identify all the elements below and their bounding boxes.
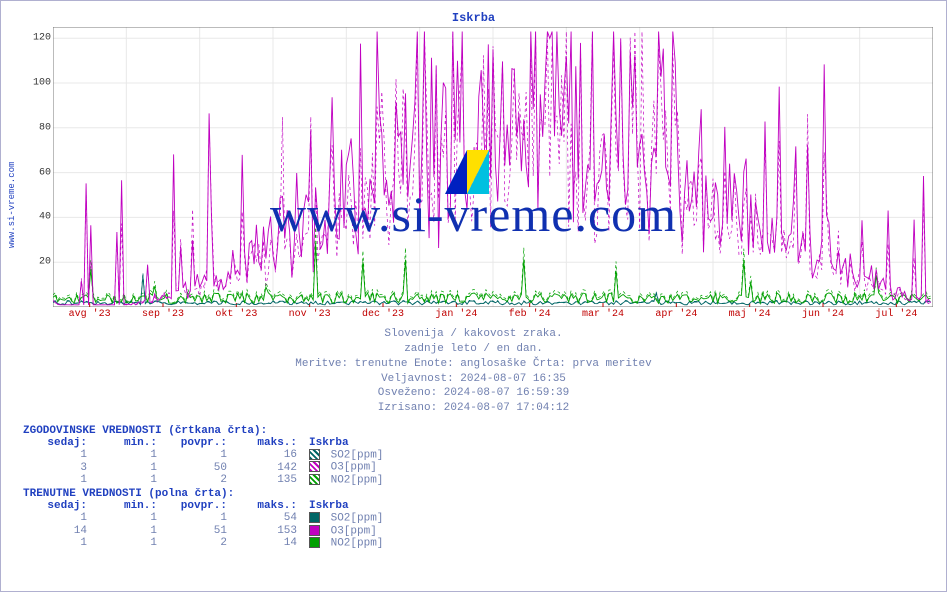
cell-povpr: 1 bbox=[163, 512, 233, 524]
cell-povpr: 2 bbox=[163, 537, 233, 549]
table-row: 3150142 O3[ppm] bbox=[23, 461, 389, 473]
legend-label: SO2[ppm] bbox=[324, 449, 383, 461]
table-row: 112135 NO2[ppm] bbox=[23, 474, 389, 486]
legend-cell: SO2[ppm] bbox=[303, 449, 389, 461]
meta-drawn: Izrisano: 2024-08-07 17:04:12 bbox=[5, 401, 942, 416]
value-tables: ZGODOVINSKE VREDNOSTI (črtkana črta): se… bbox=[23, 423, 389, 549]
current-table: sedaj:min.:povpr.:maks.:Iskrba11154 SO2[… bbox=[23, 500, 389, 549]
x-tick-label: maj '24 bbox=[729, 309, 771, 320]
table-row: 14151153 O3[ppm] bbox=[23, 525, 389, 537]
y-tick-label: 120 bbox=[33, 33, 51, 44]
legend-cell: NO2[ppm] bbox=[303, 474, 389, 486]
legend-swatch-icon bbox=[309, 525, 320, 536]
cell-min: 1 bbox=[93, 449, 163, 461]
col-header-sedaj: sedaj: bbox=[23, 437, 93, 449]
x-tick-label: avg '23 bbox=[69, 309, 111, 320]
table-row: 11214 NO2[ppm] bbox=[23, 537, 389, 549]
y-axis-ticks: 20 40 60 80 100 120 bbox=[27, 27, 51, 307]
meta-measure: Meritve: trenutne Enote: anglosaške Črta… bbox=[5, 357, 942, 372]
col-header-legend: Iskrba bbox=[303, 437, 389, 449]
legend-swatch-icon bbox=[309, 474, 320, 485]
x-tick-label: nov '23 bbox=[289, 309, 331, 320]
legend-cell: NO2[ppm] bbox=[303, 537, 389, 549]
cell-sedaj: 1 bbox=[23, 537, 93, 549]
legend-label: O3[ppm] bbox=[324, 525, 377, 537]
cell-sedaj: 3 bbox=[23, 461, 93, 473]
cell-maks: 14 bbox=[233, 537, 303, 549]
col-header-povpr: povpr.: bbox=[163, 500, 233, 512]
y-tick-label: 80 bbox=[39, 122, 51, 133]
col-header-povpr: povpr.: bbox=[163, 437, 233, 449]
meta-updated: Osveženo: 2024-08-07 16:59:39 bbox=[5, 386, 942, 401]
cell-povpr: 50 bbox=[163, 461, 233, 473]
cell-min: 1 bbox=[93, 512, 163, 524]
x-tick-label: dec '23 bbox=[362, 309, 404, 320]
col-header-maks: maks.: bbox=[233, 500, 303, 512]
x-axis-ticks: avg '23 sep '23 okt '23 nov '23 dec '23 jan '… bbox=[53, 309, 933, 323]
cell-maks: 54 bbox=[233, 512, 303, 524]
chart-title: Iskrba bbox=[5, 11, 942, 25]
cell-maks: 135 bbox=[233, 474, 303, 486]
cell-min: 1 bbox=[93, 525, 163, 537]
meta-source: Slovenija / kakovost zraka. bbox=[5, 327, 942, 342]
col-header-maks: maks.: bbox=[233, 437, 303, 449]
historical-title: ZGODOVINSKE VREDNOSTI (črtkana črta): bbox=[23, 425, 389, 437]
historical-table: sedaj:min.:povpr.:maks.:Iskrba11116 SO2[… bbox=[23, 437, 389, 486]
chart-metadata: Slovenija / kakovost zraka. zadnje leto … bbox=[5, 327, 942, 416]
legend-cell: SO2[ppm] bbox=[303, 512, 389, 524]
cell-povpr: 51 bbox=[163, 525, 233, 537]
table-row: 11154 SO2[ppm] bbox=[23, 512, 389, 524]
legend-label: NO2[ppm] bbox=[324, 474, 383, 486]
col-header-min: min.: bbox=[93, 500, 163, 512]
table-row: 11116 SO2[ppm] bbox=[23, 449, 389, 461]
legend-label: SO2[ppm] bbox=[324, 513, 383, 525]
cell-sedaj: 1 bbox=[23, 449, 93, 461]
chart-plot bbox=[53, 27, 933, 307]
x-tick-label: apr '24 bbox=[655, 309, 697, 320]
meta-validity: Veljavnost: 2024-08-07 16:35 bbox=[5, 372, 942, 387]
y-axis-watermark: www.si-vreme.com bbox=[7, 145, 21, 265]
x-tick-label: mar '24 bbox=[582, 309, 624, 320]
legend-swatch-icon bbox=[309, 512, 320, 523]
cell-povpr: 2 bbox=[163, 474, 233, 486]
x-tick-label: jun '24 bbox=[802, 309, 844, 320]
x-tick-label: feb '24 bbox=[509, 309, 551, 320]
legend-cell: O3[ppm] bbox=[303, 525, 389, 537]
y-tick-label: 20 bbox=[39, 257, 51, 268]
cell-maks: 16 bbox=[233, 449, 303, 461]
x-tick-label: jul '24 bbox=[875, 309, 917, 320]
col-header-legend: Iskrba bbox=[303, 500, 389, 512]
legend-cell: O3[ppm] bbox=[303, 461, 389, 473]
current-title: TRENUTNE VREDNOSTI (polna črta): bbox=[23, 488, 389, 500]
legend-swatch-icon bbox=[309, 461, 320, 472]
col-header-min: min.: bbox=[93, 437, 163, 449]
meta-period: zadnje leto / en dan. bbox=[5, 342, 942, 357]
cell-maks: 153 bbox=[233, 525, 303, 537]
cell-min: 1 bbox=[93, 461, 163, 473]
x-tick-label: okt '23 bbox=[215, 309, 257, 320]
cell-min: 1 bbox=[93, 537, 163, 549]
y-tick-label: 100 bbox=[33, 78, 51, 89]
cell-maks: 142 bbox=[233, 461, 303, 473]
x-tick-label: sep '23 bbox=[142, 309, 184, 320]
cell-sedaj: 1 bbox=[23, 512, 93, 524]
legend-label: NO2[ppm] bbox=[324, 537, 383, 549]
cell-povpr: 1 bbox=[163, 449, 233, 461]
legend-swatch-icon bbox=[309, 449, 320, 460]
y-tick-label: 40 bbox=[39, 212, 51, 223]
legend-swatch-icon bbox=[309, 537, 320, 548]
cell-min: 1 bbox=[93, 474, 163, 486]
cell-sedaj: 1 bbox=[23, 474, 93, 486]
y-tick-label: 60 bbox=[39, 167, 51, 178]
cell-sedaj: 14 bbox=[23, 525, 93, 537]
x-tick-label: jan '24 bbox=[435, 309, 477, 320]
legend-label: O3[ppm] bbox=[324, 462, 377, 474]
col-header-sedaj: sedaj: bbox=[23, 500, 93, 512]
